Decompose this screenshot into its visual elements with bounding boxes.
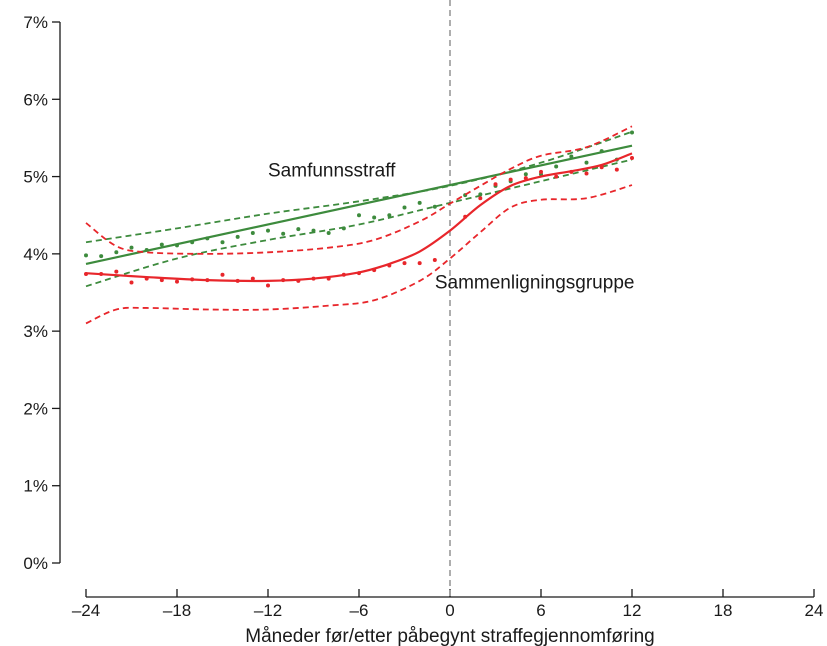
data-point [190,277,195,282]
data-point [614,167,619,172]
data-point [372,268,377,273]
confidence-band-line [85,130,633,244]
data-point [493,182,498,187]
data-point [357,213,361,218]
data-point [630,130,634,135]
data-point [235,278,240,283]
data-point [175,243,179,248]
data-point [341,272,346,277]
x-tick-label: 6 [536,601,545,620]
data-point [296,227,301,232]
data-point [281,231,286,236]
confidence-band-line [85,158,633,288]
data-point [99,254,104,259]
data-point [554,174,559,179]
data-point [129,280,134,285]
data-point [84,253,88,258]
y-tick-label: 7% [23,13,48,32]
data-point [235,234,240,239]
data-point [584,171,589,176]
data-point [387,213,392,218]
y-tick-label: 4% [23,245,48,264]
data-point [159,278,164,283]
data-point [523,176,528,181]
data-point [220,240,225,245]
x-tick-label: 18 [714,601,733,620]
data-point [554,164,559,169]
data-point [432,204,437,209]
data-point [84,271,88,276]
data-point [523,172,528,177]
x-tick-label: –18 [163,601,191,620]
data-point [569,169,574,174]
data-point [220,272,225,277]
data-point [99,271,104,276]
data-point [417,200,422,205]
data-point [599,149,604,154]
data-point [584,160,589,165]
data-point [508,177,513,182]
data-point [250,276,255,281]
data-point [463,214,468,219]
x-tick-label: –6 [350,601,369,620]
data-point [326,230,331,235]
data-point [402,205,407,210]
confidence-band-line [85,125,633,255]
data-point [266,228,270,233]
data-point [432,258,437,263]
data-point [539,169,543,174]
data-point [478,196,483,201]
data-point [296,278,301,283]
data-point [129,245,134,250]
data-point [630,156,634,161]
data-point [311,228,316,233]
x-tick-label: –12 [254,601,282,620]
y-tick-label: 2% [23,399,48,418]
data-point [159,242,164,247]
x-tick-label: 12 [623,601,642,620]
x-tick-label: –24 [72,601,100,620]
data-point [190,240,195,245]
data-point [357,271,361,276]
y-tick-label: 1% [23,477,48,496]
data-point [569,154,574,159]
y-tick-label: 6% [23,90,48,109]
x-tick-label: 24 [805,601,824,620]
data-point [372,215,377,220]
data-point [205,278,210,283]
x-axis-title: Måneder før/etter påbegynt straffegjenno… [245,626,654,646]
y-tick-label: 0% [23,554,48,573]
data-point [250,230,255,235]
data-point [281,278,286,283]
data-point [266,283,270,288]
data-point [175,279,179,284]
data-point [478,192,483,197]
data-point [205,236,210,241]
series-annotation: Samfunnsstraff [268,161,396,182]
fitted-line [85,152,633,283]
data-point [599,165,604,170]
data-point [402,261,407,266]
data-point [114,250,119,255]
data-point [387,263,392,268]
series-annotation: Sammenligningsgruppe [435,273,635,294]
data-point [311,276,316,281]
data-point [144,276,149,281]
data-point [341,226,346,231]
y-tick-label: 3% [23,322,48,341]
y-tick-label: 5% [23,168,48,187]
data-point [114,269,119,274]
data-point [144,247,149,252]
data-point [417,261,422,266]
x-tick-label: 0 [445,601,454,620]
data-point [326,276,331,281]
